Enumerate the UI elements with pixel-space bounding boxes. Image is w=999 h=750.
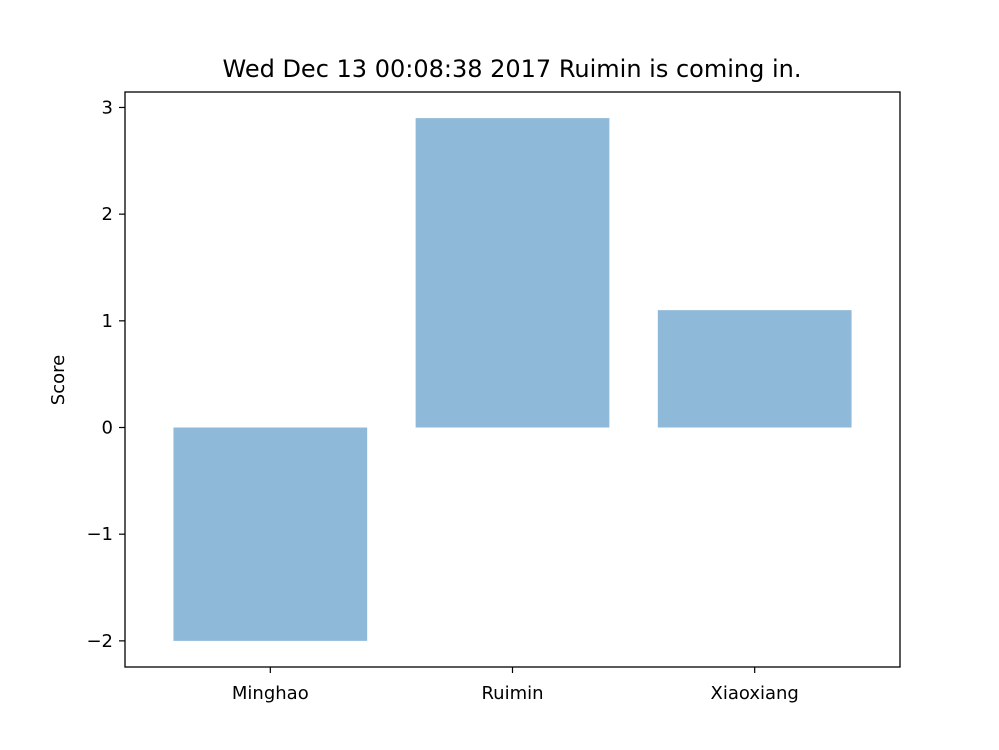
y-axis-label: Score xyxy=(48,355,69,405)
x-tick-label: Ruimin xyxy=(481,683,543,704)
y-tick-label: 0 xyxy=(102,418,113,439)
y-tick-label: −2 xyxy=(86,631,113,652)
bar-minghao xyxy=(173,427,368,641)
bar-ruimin xyxy=(415,118,610,428)
x-tick-label: Xiaoxiang xyxy=(711,683,799,704)
bars-group xyxy=(173,118,852,641)
chart-title: Wed Dec 13 00:08:38 2017 Ruimin is comin… xyxy=(223,55,802,83)
y-axis: −2 −1 0 1 2 3 xyxy=(86,97,125,652)
bar-xiaoxiang xyxy=(657,310,852,428)
y-tick-label: 3 xyxy=(102,97,113,118)
x-axis: Minghao Ruimin Xiaoxiang xyxy=(232,667,799,704)
y-tick-label: 2 xyxy=(102,204,113,225)
y-tick-label: −1 xyxy=(86,524,113,545)
y-tick-label: 1 xyxy=(102,311,113,332)
x-tick-label: Minghao xyxy=(232,683,309,704)
